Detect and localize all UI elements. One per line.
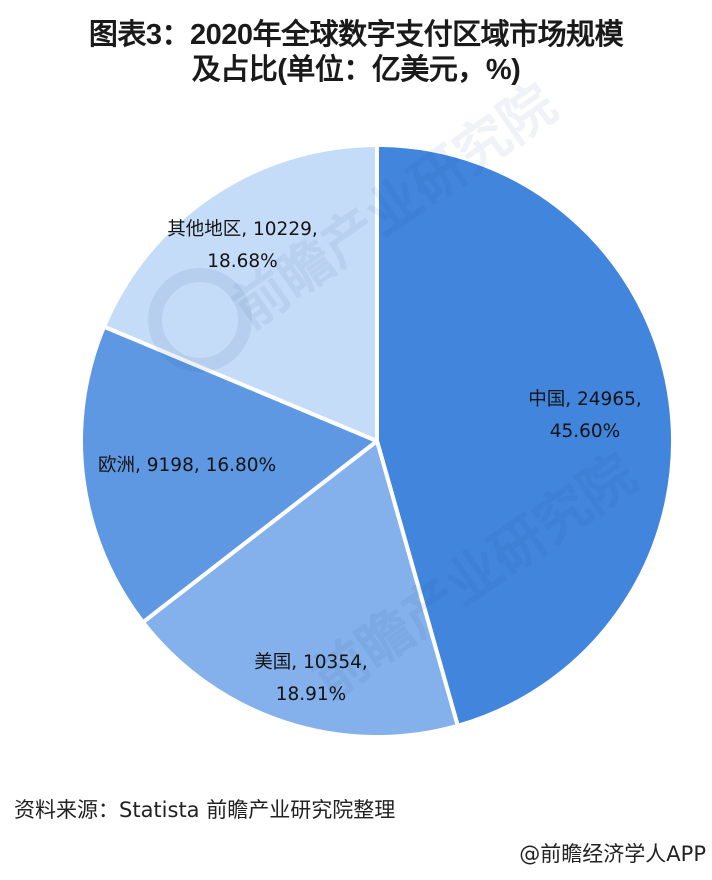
chart-title-line2: 及占比(单位：亿美元，%) xyxy=(191,54,521,86)
label-europe: 欧洲, 9198, 16.80% xyxy=(98,450,276,482)
slice-others xyxy=(102,143,379,443)
source-note: 资料来源：Statista 前瞻产业研究院整理 xyxy=(14,798,396,822)
credit-note: @前瞻经济学人APP xyxy=(519,842,706,866)
label-others-line1: 其他地区, 10229, xyxy=(167,219,318,240)
slice-china xyxy=(375,143,676,728)
slice-usa xyxy=(140,439,460,739)
label-china-line2: 45.60% xyxy=(549,421,621,442)
label-china: 中国, 24965, 45.60% xyxy=(500,384,670,448)
label-europe-line1: 欧洲, 9198, 16.80% xyxy=(98,455,277,476)
chart-title-line1: 图表3：2020年全球数字支付区域市场规模 xyxy=(88,19,624,51)
label-usa-line1: 美国, 10354, xyxy=(254,652,368,673)
label-usa: 美国, 10354, 18.91% xyxy=(226,647,396,711)
label-others-line2: 18.68% xyxy=(207,251,278,272)
label-usa-line2: 18.91% xyxy=(275,684,347,705)
label-others: 其他地区, 10229, 18.68% xyxy=(130,214,355,278)
slice-europe xyxy=(79,324,379,625)
label-china-line1: 中国, 24965, xyxy=(528,389,642,410)
pie-slices xyxy=(79,143,676,739)
chart-title: 图表3：2020年全球数字支付区域市场规模 及占比(单位：亿美元，%) xyxy=(0,18,712,88)
